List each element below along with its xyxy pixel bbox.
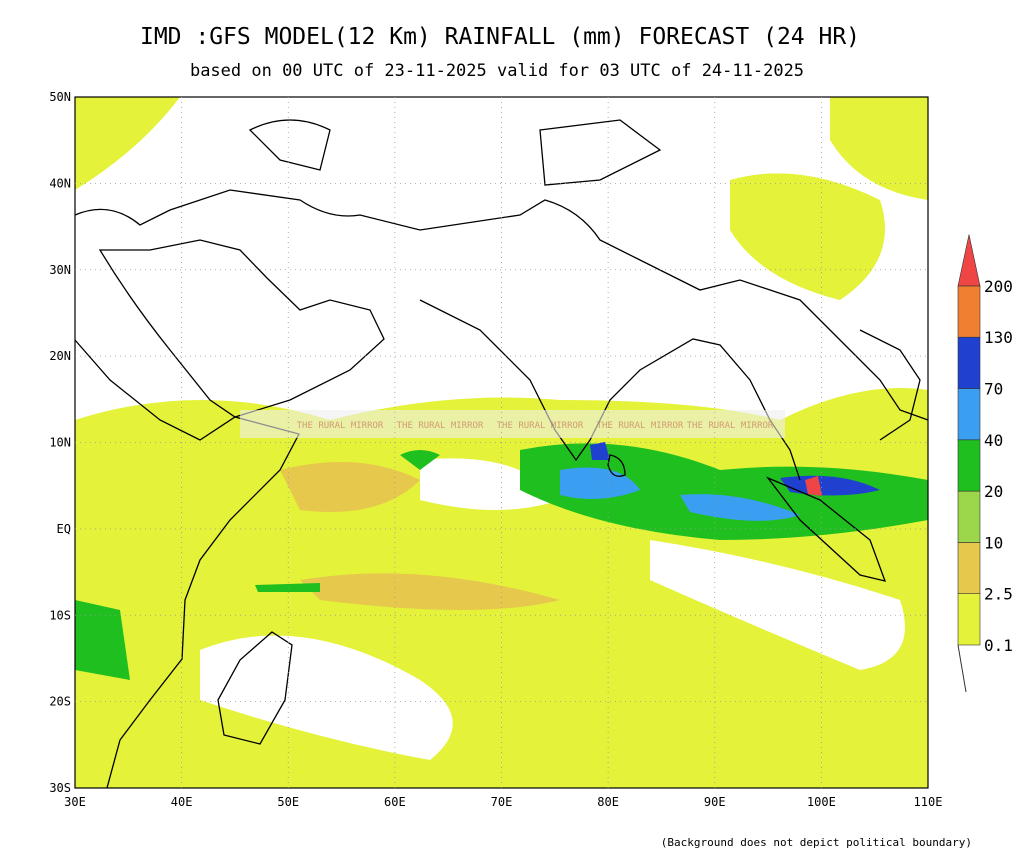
rain-moderate [300, 573, 560, 610]
lat-label: 40N [49, 176, 71, 190]
rain-heavy [255, 583, 320, 592]
watermark: THE RURAL MIRROR [297, 421, 384, 431]
watermark: THE RURAL MIRROR [687, 421, 774, 431]
lat-label: 30N [49, 263, 71, 277]
subtitle: based on 00 UTC of 23-11-2025 valid for … [190, 61, 804, 81]
rain-very-heavy [680, 494, 800, 521]
watermark: THE RURAL MIRROR [397, 421, 484, 431]
colorbar-band [957, 542, 981, 595]
rain-light [830, 97, 928, 200]
lon-label: 90E [704, 795, 726, 809]
lon-label: 100E [807, 795, 836, 809]
colorbar-label: 40 [984, 431, 1003, 450]
colorbar-label: 0.1 [984, 636, 1013, 655]
colorbar-band [957, 336, 981, 389]
colorbar-label: 10 [984, 533, 1003, 552]
colorbar-label: 2.5 [984, 585, 1013, 604]
coastline [607, 454, 626, 477]
colorbar-band [957, 490, 981, 543]
rain-free [200, 635, 453, 760]
rain-intense [590, 442, 610, 460]
rain-heavy [75, 600, 130, 680]
footer-note: (Background does not depict political bo… [661, 836, 972, 849]
rain-extreme [805, 476, 822, 496]
lon-label: 40E [171, 795, 193, 809]
lon-label: 110E [914, 795, 943, 809]
colorbar-label: 70 [984, 380, 1003, 399]
colorbar-band [957, 388, 981, 441]
colorbar-band [957, 285, 981, 338]
lat-label: 20N [49, 349, 71, 363]
lon-label: 50E [277, 795, 299, 809]
lon-label: 70E [491, 795, 513, 809]
coastline [74, 189, 929, 421]
coastline [419, 299, 801, 481]
lon-label: 30E [64, 795, 86, 809]
rain-very-heavy [560, 467, 640, 499]
colorbar-label: 200 [984, 277, 1013, 296]
coastline [859, 329, 921, 441]
coastline [217, 631, 293, 745]
rain-heavy [400, 450, 440, 470]
rain-moderate [280, 462, 420, 512]
lat-label: 10S [49, 608, 71, 622]
lat-label: 50N [49, 90, 71, 104]
rain-free [420, 458, 560, 510]
watermark: THE RURAL MIRROR [497, 421, 584, 431]
colorbar-band [957, 439, 981, 492]
lat-label: EQ [57, 522, 71, 536]
rain-light [75, 97, 180, 190]
lat-label: 10N [49, 436, 71, 450]
watermark-band [240, 410, 785, 438]
lon-label: 80E [597, 795, 619, 809]
coastline [539, 119, 662, 186]
lon-label: 60E [384, 795, 406, 809]
rain-intense [780, 475, 880, 496]
map [74, 96, 929, 789]
coastline [74, 339, 300, 789]
rain-free [650, 540, 905, 670]
coastline [766, 476, 887, 582]
lat-label: 30S [49, 781, 71, 795]
watermark: THE RURAL MIRROR [597, 421, 684, 431]
coastline [248, 119, 331, 171]
rain-light [730, 173, 885, 300]
colorbar-label: 130 [984, 328, 1013, 347]
colorbar-band [957, 593, 981, 646]
lat-label: 20S [49, 695, 71, 709]
colorbar-tail [957, 644, 967, 693]
rain-heavy [520, 443, 928, 540]
title: IMD :GFS MODEL(12 Km) RAINFALL (mm) FORE… [140, 24, 860, 50]
colorbar-label: 20 [984, 482, 1003, 501]
colorbar-arrow [957, 234, 981, 287]
coastline [98, 239, 385, 418]
